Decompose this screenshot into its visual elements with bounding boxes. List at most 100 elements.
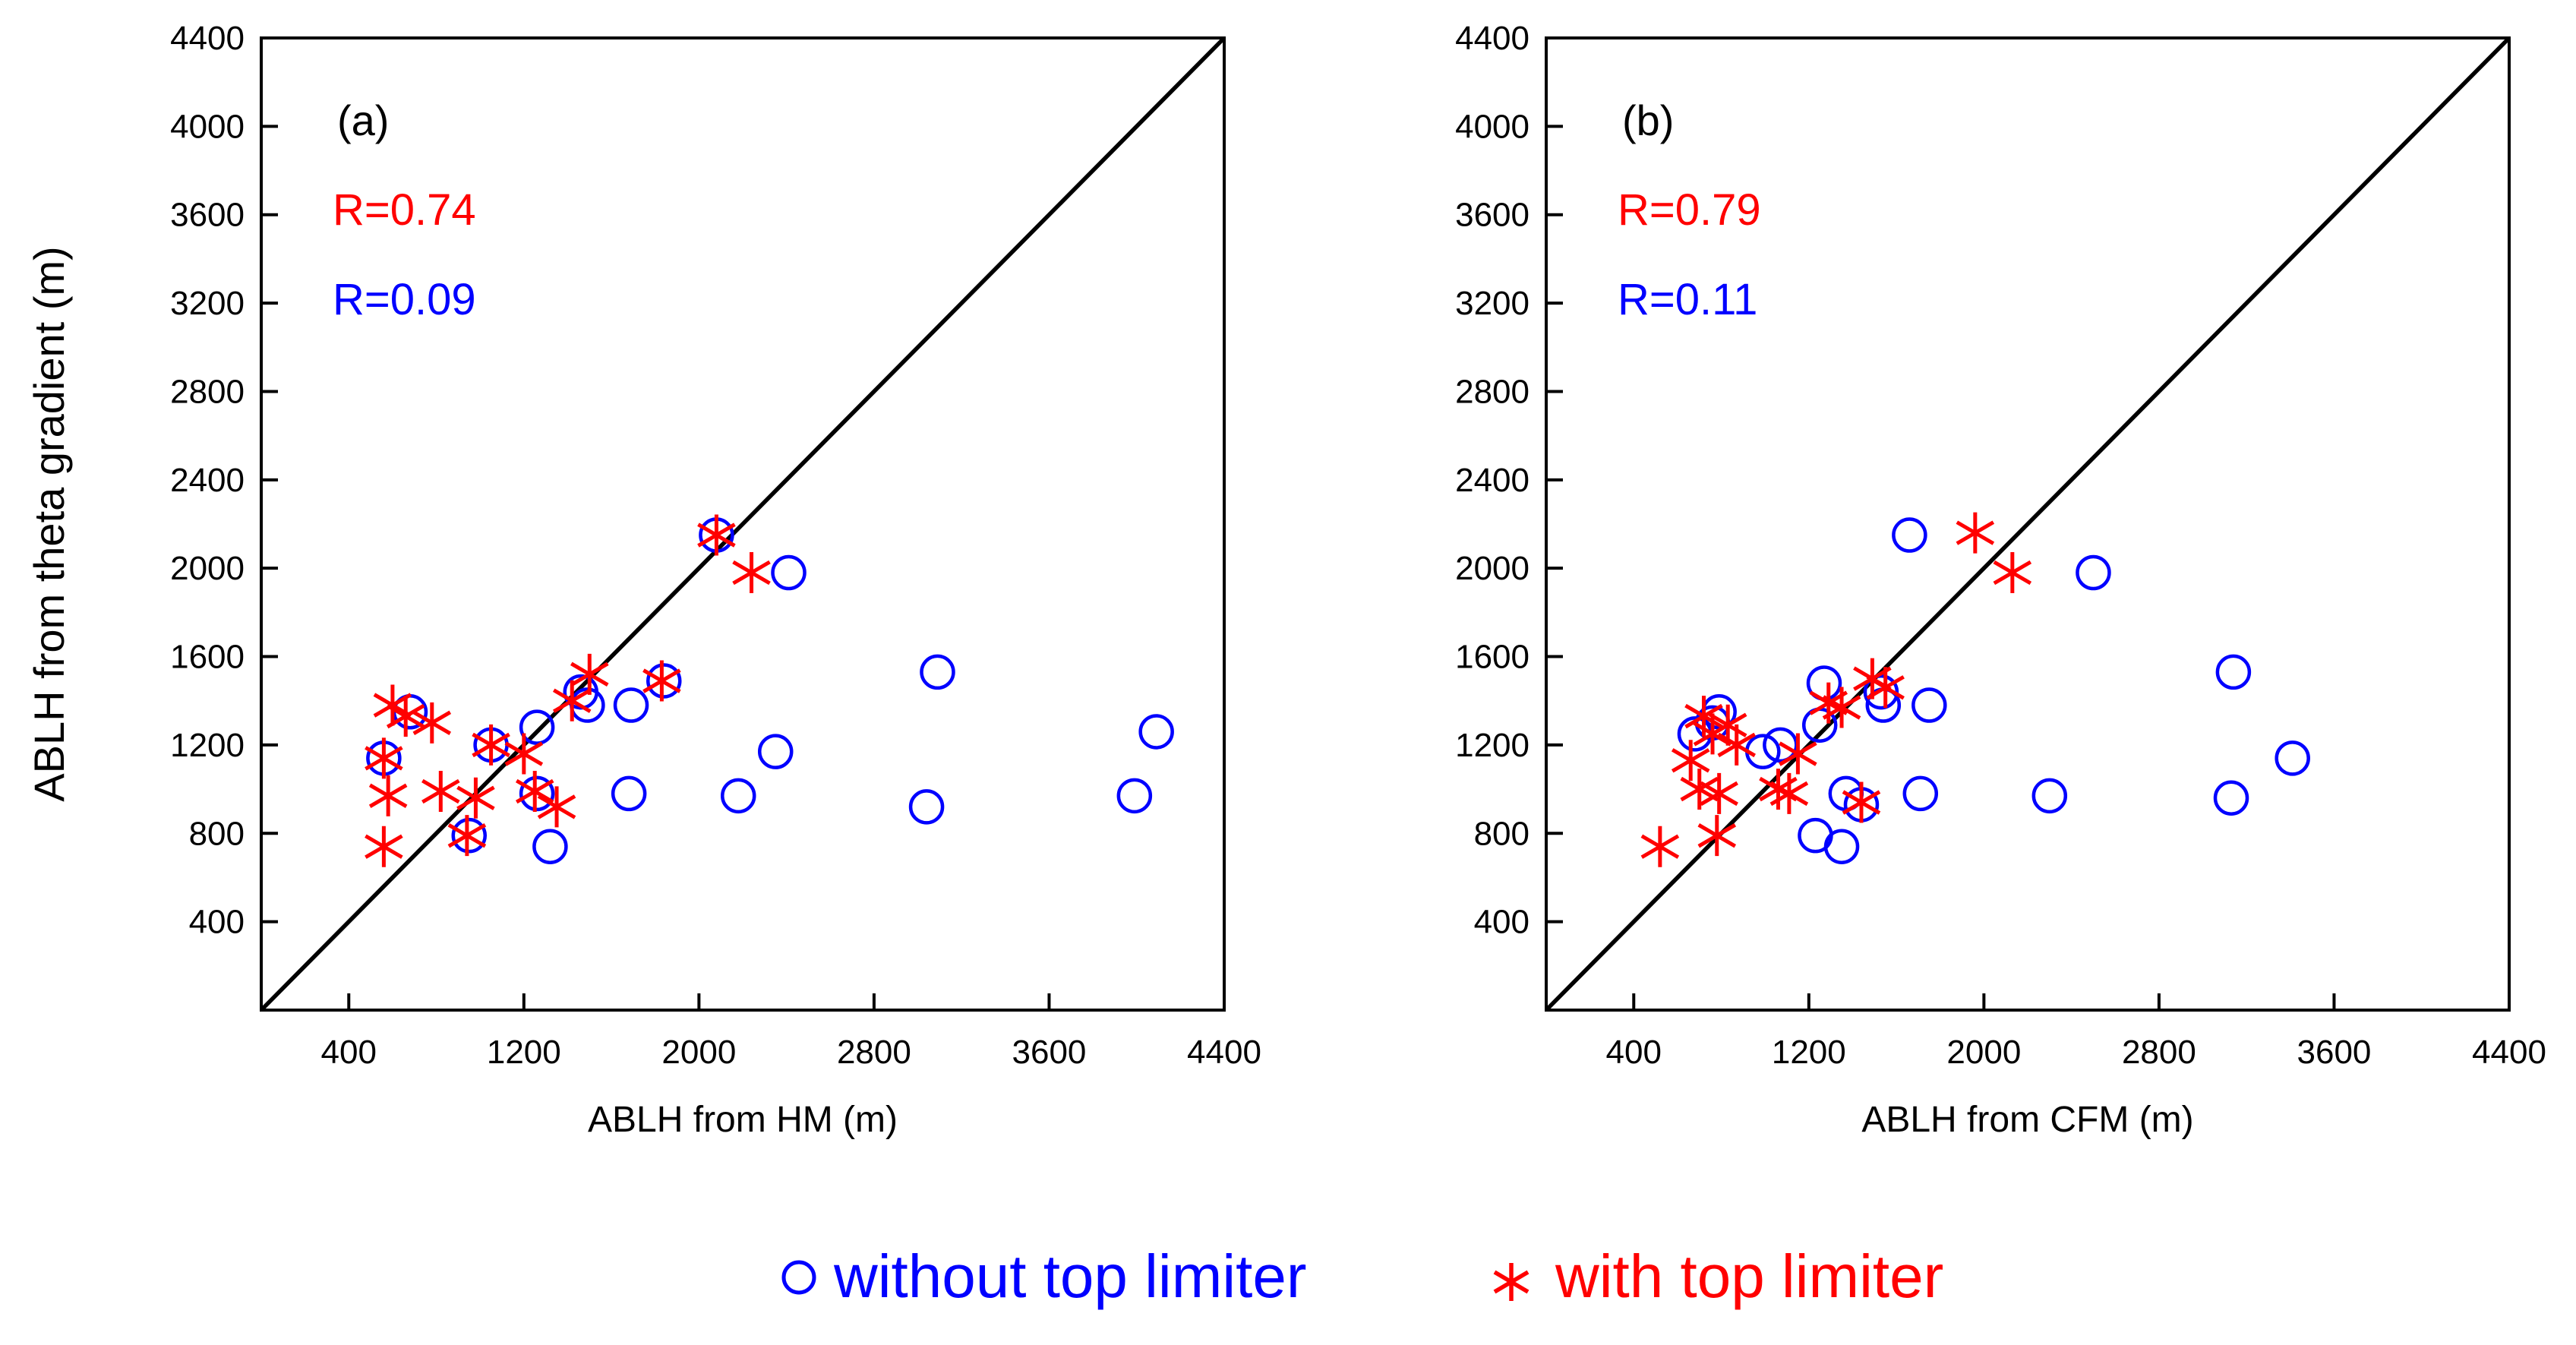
data-point-circle (1823, 829, 1860, 864)
one-to-one-line (260, 36, 1226, 1012)
x-tick-label: 2000 (1946, 1034, 2021, 1071)
data-point-asterisk (1842, 781, 1881, 823)
asterisk-stroke (365, 834, 403, 859)
data-point-asterisk (552, 680, 592, 721)
data-point-circle (920, 654, 955, 690)
data-point-asterisk (365, 737, 403, 779)
data-point-circle (1138, 714, 1174, 750)
data-point-asterisk (1993, 552, 2032, 593)
plot-frame (260, 36, 1226, 1012)
y-tick-label: 3200 (170, 285, 245, 322)
data-point-asterisk (515, 771, 554, 812)
asterisk-stroke (1671, 748, 1710, 773)
data-point-asterisk (1697, 815, 1737, 857)
asterisk-stroke (1708, 712, 1747, 737)
asterisk-stroke (570, 661, 609, 687)
y-tick-label: 3200 (1455, 285, 1530, 322)
y-tick-label: 4400 (1455, 20, 1530, 57)
y-tick-label: 1200 (1455, 727, 1530, 764)
x-tick-label: 1200 (1772, 1034, 1846, 1071)
x-tick-label: 2000 (661, 1034, 736, 1071)
plot-frame (1545, 36, 2511, 1012)
asterisk-stroke (504, 741, 544, 766)
data-point-asterisk (1640, 826, 1680, 867)
data-point-asterisk (386, 696, 425, 737)
legend-circle-marker (781, 1260, 816, 1295)
y-tick-label: 1600 (170, 639, 245, 676)
one-to-one-line (1545, 36, 2511, 1012)
data-point-asterisk (504, 733, 544, 775)
data-point-circle (720, 778, 756, 814)
asterisk-stroke (1640, 834, 1680, 859)
asterisk-stroke (1842, 790, 1881, 815)
y-tick-label: 800 (1474, 815, 1530, 852)
asterisk-stroke (537, 794, 576, 819)
legend: without top limiter with top limiter (781, 1242, 1943, 1310)
data-point-asterisk (1866, 667, 1905, 709)
asterisk-stroke (386, 703, 425, 729)
asterisk-stroke (515, 778, 554, 804)
y-tick-label: 1200 (170, 727, 245, 764)
x-tick-label: 1200 (487, 1034, 561, 1071)
data-point-circle (771, 554, 807, 591)
asterisk-stroke (1866, 675, 1905, 700)
data-point-asterisk (1956, 512, 1995, 554)
x-tick-label: 2800 (837, 1034, 911, 1071)
data-point-circle (646, 663, 682, 699)
asterisk-stroke (365, 746, 403, 771)
asterisk-stroke (1822, 695, 1861, 720)
y-tick-label: 2800 (1455, 373, 1530, 410)
asterisk-stroke (1993, 560, 2032, 586)
y-tick-label: 800 (189, 815, 245, 852)
data-point-asterisk (1717, 724, 1756, 766)
y-tick-label: 4000 (1455, 108, 1530, 145)
data-point-circle (613, 687, 649, 723)
correlation-annotation: R=0.79 (1618, 185, 1761, 235)
x-tick-label: 400 (321, 1034, 377, 1071)
data-point-circle (1902, 775, 1939, 812)
data-point-circle (611, 775, 647, 812)
data-point-asterisk (537, 786, 576, 828)
data-point-circle (2031, 778, 2068, 814)
data-point-asterisk (421, 771, 460, 812)
asterisk-stroke (552, 688, 592, 713)
asterisk-stroke (1717, 732, 1756, 758)
asterisk-stroke (1956, 520, 1995, 545)
legend-label-with: with top limiter (1555, 1242, 1943, 1310)
data-point-circle (532, 829, 568, 864)
data-point-circle (519, 709, 555, 745)
asterisk-stroke (1779, 741, 1817, 766)
y-tick-label: 2800 (170, 373, 245, 410)
data-point-circle (1911, 687, 1947, 723)
data-point-asterisk (1769, 772, 1809, 814)
x-tick-label: 4400 (1187, 1034, 1261, 1071)
asterisk-stroke (472, 732, 510, 758)
asterisk-stroke (368, 783, 408, 808)
asterisk-stroke (456, 785, 495, 810)
data-point-asterisk (1779, 733, 1817, 775)
data-point-asterisk (456, 777, 495, 819)
x-axis-title: ABLH from HM (m) (588, 1100, 898, 1140)
data-point-asterisk (365, 826, 403, 867)
asterisk-stroke (1769, 781, 1809, 807)
panel-b: 400 1200 2000 2800 3600 4400 400 800 1200 1600 200… (1455, 20, 2546, 1140)
asterisk-stroke (1684, 703, 1723, 729)
asterisk-stroke (421, 778, 460, 804)
data-point-circle (451, 817, 488, 854)
y-tick-label: 2400 (1455, 462, 1530, 499)
data-point-asterisk (642, 660, 681, 702)
y-tick-label: 2000 (170, 550, 245, 587)
data-point-circle (2213, 780, 2249, 816)
data-point-asterisk (697, 514, 736, 556)
asterisk-stroke (1700, 781, 1738, 807)
data-point-asterisk (1822, 687, 1861, 728)
data-point-circle (2076, 554, 2111, 591)
data-point-circle (757, 734, 794, 769)
y-tick-label: 400 (1474, 904, 1530, 941)
data-point-circle (2275, 740, 2310, 776)
data-point-asterisk (732, 552, 771, 593)
asterisk-stroke (412, 710, 452, 735)
correlation-annotation: R=0.11 (1618, 275, 1757, 324)
data-point-circle (519, 775, 555, 812)
